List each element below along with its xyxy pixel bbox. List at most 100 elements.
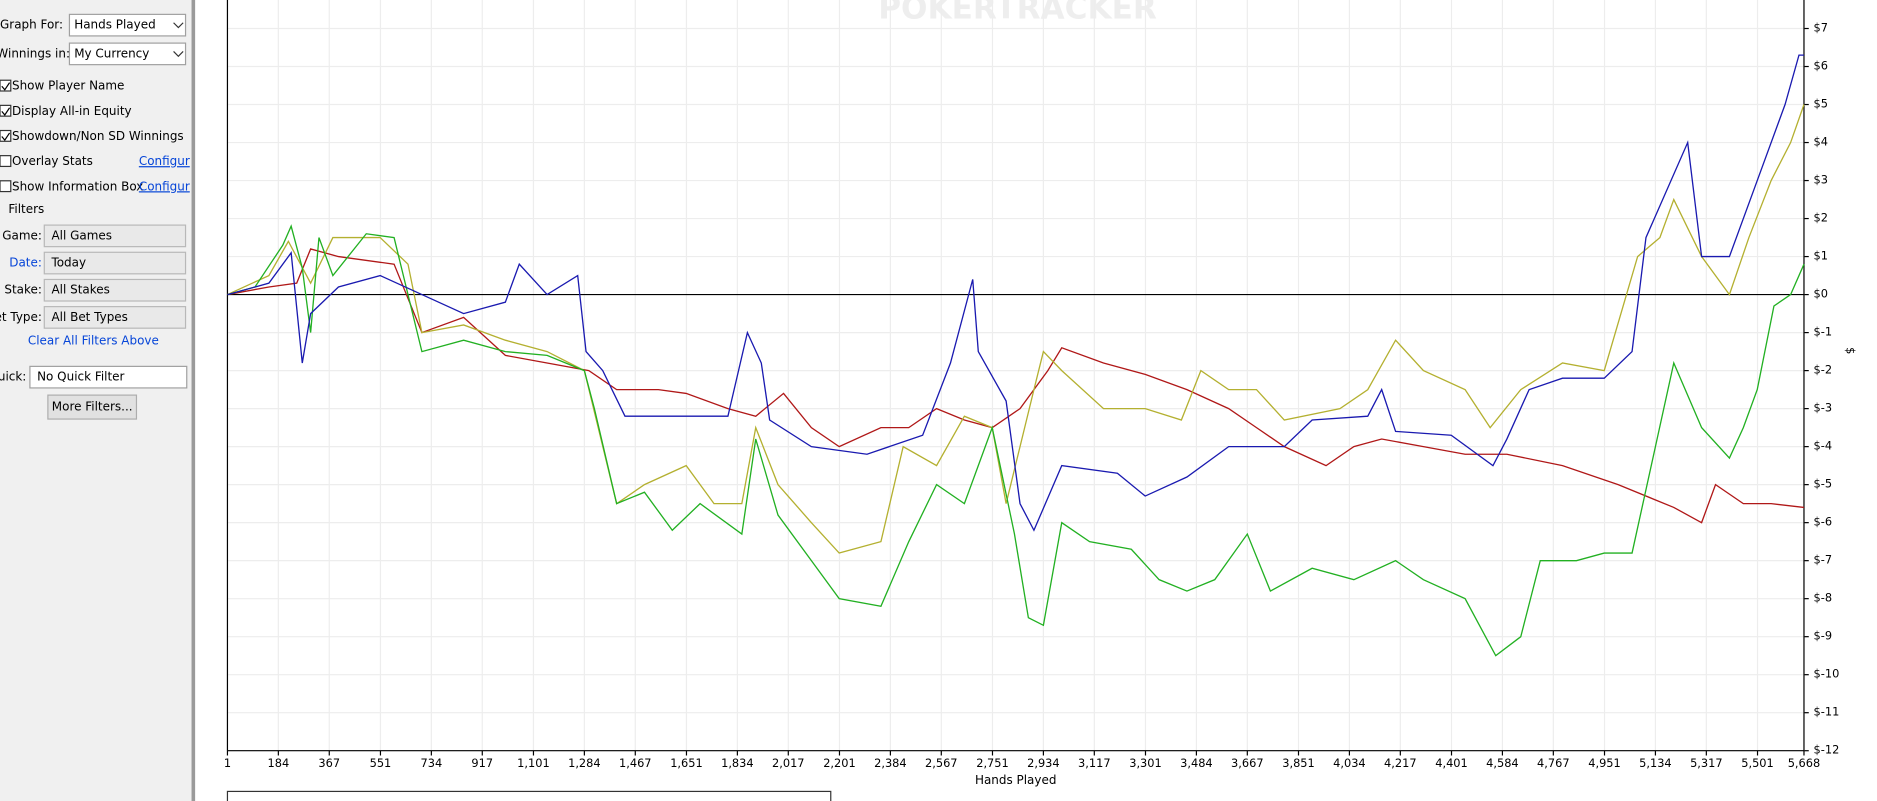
y-axis-label: $ <box>1843 347 1857 354</box>
x-tick-label: 1,467 <box>619 756 652 770</box>
x-tick-label: 5,501 <box>1741 756 1774 770</box>
x-tick-label: 1,651 <box>670 756 703 770</box>
x-tick-label: 3,117 <box>1078 756 1111 770</box>
select-value: All Stakes <box>51 283 109 297</box>
plot: $7 $6 $5 $4 $3 $2 $1 $0 $-1 $-2 $-3 $-4 $-5 $-6 $-7 $-8… <box>224 0 1857 787</box>
y-tick-label: $-11 <box>1814 705 1840 719</box>
x-tick-label: 5,134 <box>1639 756 1672 770</box>
y-tick-label: $2 <box>1814 211 1828 225</box>
select-value: Hands Played <box>74 18 155 32</box>
x-tick-label: 917 <box>471 756 493 770</box>
x-tick-label: 734 <box>421 756 443 770</box>
x-tick-label: 3,851 <box>1282 756 1315 770</box>
checkbox-label: Showdown/Non SD Winnings <box>12 129 184 143</box>
filter-label: et Type: <box>0 310 42 324</box>
y-tick-label: $0 <box>1814 287 1828 301</box>
y-tick-label: $-4 <box>1814 439 1833 453</box>
y-tick-label: $3 <box>1814 173 1828 187</box>
y-tick-label: $-10 <box>1814 667 1840 681</box>
x-tick-label: 2,751 <box>976 756 1009 770</box>
y-tick-label: $-1 <box>1814 325 1833 339</box>
y-tick-label: $-7 <box>1814 553 1833 567</box>
x-tick-label: 2,934 <box>1027 756 1060 770</box>
x-tick-label: 4,767 <box>1537 756 1570 770</box>
y-tick-label: $6 <box>1814 59 1828 73</box>
filter-label: Game: <box>2 228 42 242</box>
x-tick-label: 4,034 <box>1333 756 1366 770</box>
watermark: POKERTRACKER <box>878 0 1157 27</box>
select[interactable] <box>68 13 187 37</box>
checkbox[interactable] <box>0 79 12 92</box>
filter-label: Stake: <box>4 283 42 297</box>
y-tick-label: $4 <box>1814 135 1828 149</box>
button-label: More Filters... <box>52 400 133 414</box>
x-axis-label: Hands Played <box>975 773 1056 787</box>
x-tick-label: 3,667 <box>1231 756 1264 770</box>
label: Graph For: <box>0 18 63 32</box>
x-tick-label: 4,951 <box>1588 756 1621 770</box>
select-value: All Games <box>51 228 112 242</box>
y-tick-label: $-8 <box>1814 591 1833 605</box>
y-tick-label: $5 <box>1814 97 1828 111</box>
label: Winnings in: <box>0 46 70 60</box>
x-tick-label: 5,668 <box>1788 756 1821 770</box>
y-tick-label: $1 <box>1814 249 1828 263</box>
checkbox-label: Show Information Box <box>12 179 143 193</box>
x-tick-label: 5,317 <box>1690 756 1723 770</box>
x-tick-label: 1,834 <box>721 756 754 770</box>
x-tick-label: 184 <box>268 756 290 770</box>
x-tick-label: 3,301 <box>1129 756 1162 770</box>
link[interactable]: Configur <box>139 154 190 168</box>
series-line <box>227 248 1805 524</box>
select[interactable] <box>43 251 187 275</box>
checkbox-label: Overlay Stats <box>12 154 93 168</box>
select[interactable] <box>43 306 187 329</box>
x-tick-label: 1,284 <box>568 756 601 770</box>
filter-label: Date: <box>9 256 42 270</box>
select[interactable] <box>43 224 187 248</box>
checkbox[interactable] <box>0 180 12 193</box>
select-value: All Bet Types <box>51 310 127 324</box>
x-tick-label: 2,567 <box>925 756 958 770</box>
check-mark <box>1 132 11 142</box>
x-tick-label: 2,201 <box>823 756 856 770</box>
x-tick-label: 4,401 <box>1435 756 1468 770</box>
x-tick-label: 1,101 <box>517 756 550 770</box>
label: uick: <box>0 370 26 384</box>
x-tick-label: 4,217 <box>1384 756 1417 770</box>
checkbox-label: Display All-in Equity <box>12 104 132 118</box>
select[interactable] <box>43 278 187 302</box>
panel <box>226 790 832 801</box>
x-tick-label: 1 <box>224 756 231 770</box>
y-tick-label: $-5 <box>1814 477 1833 491</box>
x-tick-label: 367 <box>318 756 340 770</box>
series-line <box>227 54 1804 532</box>
x-tick-label: 3,484 <box>1180 756 1213 770</box>
filters: Game: All Games Date: Today Stake: All Stakes… <box>0 224 187 329</box>
splitter <box>191 0 196 801</box>
x-tick-label: 4,584 <box>1486 756 1519 770</box>
select[interactable] <box>29 365 188 389</box>
select-value: No Quick Filter <box>37 370 124 384</box>
arrow <box>173 22 184 29</box>
link[interactable]: Clear All Filters Above <box>28 334 159 348</box>
series-line <box>227 104 1805 554</box>
button[interactable] <box>47 394 138 420</box>
select-value: Today <box>50 256 86 270</box>
select-value: My Currency <box>74 46 149 60</box>
y-tick-label: $-12 <box>1814 743 1840 757</box>
y-tick-label: $-9 <box>1814 629 1833 643</box>
y-tick-label: $7 <box>1814 21 1828 35</box>
select[interactable] <box>68 42 187 66</box>
series-line <box>227 224 1805 657</box>
heading: Filters <box>8 202 44 216</box>
link[interactable]: Configur <box>139 179 190 193</box>
y-tick-label: $-6 <box>1814 515 1833 529</box>
checkbox[interactable] <box>0 129 12 142</box>
checkbox[interactable] <box>0 104 12 117</box>
checkbox[interactable] <box>0 155 12 168</box>
check-mark <box>1 82 11 91</box>
y-tick-label: $-2 <box>1814 363 1833 377</box>
check-mark <box>1 107 11 116</box>
